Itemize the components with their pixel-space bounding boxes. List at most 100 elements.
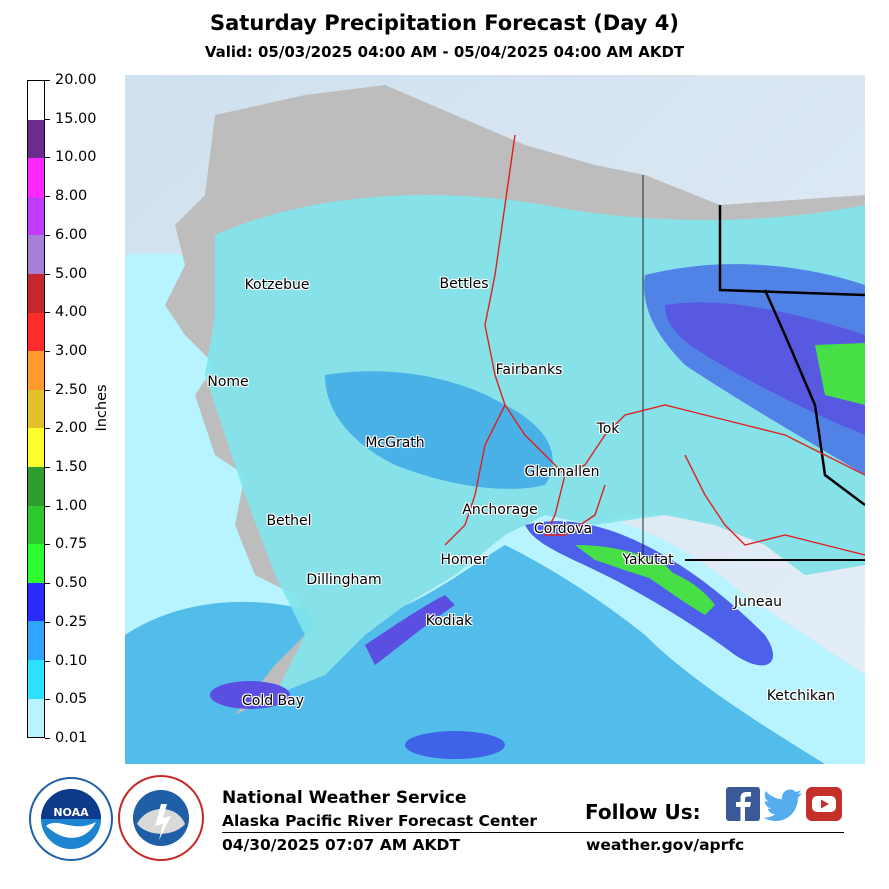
legend-swatch: [28, 235, 44, 274]
legend-tick-label: 2.50: [55, 381, 88, 398]
legend-tick-label: 0.50: [55, 575, 88, 592]
legend-swatch: [28, 582, 44, 622]
legend-swatch: [28, 119, 44, 159]
canada-border: [718, 205, 865, 297]
legend-swatch: [28, 312, 44, 352]
legend-tick-label: 5.00: [55, 265, 88, 282]
precip-gulf-heavy: [405, 731, 505, 759]
legend-tick-mark: [45, 699, 50, 701]
city-label: Cordova: [533, 521, 593, 537]
precip-yukon-green: [815, 343, 865, 405]
legend-swatch: [28, 389, 44, 429]
noaa-logo: NOAA: [29, 777, 113, 861]
legend-tick-mark: [45, 273, 50, 275]
twitter-icon[interactable]: [764, 787, 804, 821]
legend-tick-mark: [45, 467, 50, 469]
precip-yakutat-green: [645, 565, 715, 615]
legend-tick-label: 1.00: [55, 497, 88, 514]
legend-swatch: [28, 158, 44, 197]
legend-tick-mark: [45, 196, 50, 198]
city-label: Homer: [440, 552, 488, 568]
city-label: Tok: [596, 421, 620, 437]
city-label: Yakutat: [622, 552, 674, 568]
legend-tick-label: 0.10: [55, 652, 88, 669]
legend-tick-label: 15.00: [55, 110, 97, 127]
map-title: Saturday Precipitation Forecast (Day 4): [210, 11, 679, 35]
legend-tick-label: 0.25: [55, 613, 88, 630]
city-label: Juneau: [734, 594, 782, 610]
yukon-bc-border: [763, 289, 865, 506]
legend-swatch: [28, 698, 44, 738]
city-label: Bethel: [266, 513, 312, 529]
legend-tick-mark: [45, 350, 50, 352]
legend-tick-label: 10.00: [55, 149, 97, 166]
legend-tick-mark: [45, 738, 50, 739]
legend-tick-mark: [45, 660, 50, 662]
city-label: McGrath: [365, 435, 425, 451]
agency-name: National Weather Service: [222, 788, 467, 808]
highway-south: [444, 404, 506, 546]
precip-interior-blue: [325, 371, 553, 489]
legend-tick-mark: [45, 428, 50, 430]
legend-swatch: [28, 505, 44, 545]
precip-coldbay-blue: [210, 681, 290, 709]
legend-tick-mark: [45, 234, 50, 236]
legend-swatch: [28, 273, 44, 313]
precip-coast-heavy: [525, 521, 774, 666]
legend-tick-mark: [45, 544, 50, 546]
website-link[interactable]: weather.gov/aprfc: [586, 836, 745, 854]
legend-swatch: [28, 196, 44, 236]
city-label: Bettles: [439, 276, 489, 292]
legend-swatch: [28, 351, 44, 390]
legend-tick-label: 1.50: [55, 459, 88, 476]
alaska-precip-map: [125, 75, 865, 764]
legend-swatch: [28, 466, 44, 506]
youtube-icon[interactable]: [806, 787, 842, 821]
facebook-icon[interactable]: [726, 787, 760, 821]
legend-tick-label: 6.00: [55, 226, 88, 243]
city-label: Kotzebue: [244, 277, 310, 293]
legend-swatch: [28, 621, 44, 660]
legend-tick-label: 0.75: [55, 536, 88, 553]
precip-peninsula-blue: [365, 595, 455, 665]
footer-divider: [222, 832, 844, 833]
legend-tick-mark: [45, 118, 50, 120]
city-label: Anchorage: [462, 502, 538, 518]
follow-label: Follow Us:: [585, 800, 701, 824]
legend-tick-label: 20.00: [55, 72, 97, 88]
legend-tick-mark: [45, 157, 50, 159]
legend-unit-label: Inches: [94, 384, 110, 432]
legend-tick-mark: [45, 505, 50, 507]
city-label: Ketchikan: [766, 688, 836, 704]
nws-seal: [118, 775, 204, 861]
city-label: Cold Bay: [241, 693, 305, 709]
city-label: Nome: [207, 374, 249, 390]
valid-period: Valid: 05/03/2025 04:00 AM - 05/04/2025 …: [204, 43, 685, 61]
legend-tick-label: 0.01: [55, 730, 88, 746]
legend-tick-mark: [45, 80, 50, 81]
legend-swatch: [28, 544, 44, 583]
legend-tick-mark: [45, 389, 50, 391]
city-label: Glennallen: [524, 464, 600, 480]
issued-time: 04/30/2025 07:07 AM AKDT: [222, 836, 460, 854]
highway-yukon: [684, 454, 865, 556]
highway-network: [484, 134, 865, 476]
legend-tick-mark: [45, 621, 50, 623]
legend-tick-label: 3.00: [55, 342, 88, 359]
legend-tick-mark: [45, 312, 50, 314]
legend-tick-label: 4.00: [55, 304, 88, 321]
precip-gulf-blue: [125, 545, 825, 764]
city-label: Fairbanks: [495, 362, 563, 378]
city-label: Dillingham: [306, 572, 382, 588]
legend-tick-label: 2.00: [55, 420, 88, 437]
highway-glenn: [543, 474, 606, 536]
legend-tick-label: 0.05: [55, 691, 88, 708]
svg-text:NOAA: NOAA: [53, 806, 89, 819]
legend-swatch: [28, 428, 44, 467]
legend-tick-mark: [45, 583, 50, 585]
legend-tick-label: 8.00: [55, 188, 88, 205]
center-name: Alaska Pacific River Forecast Center: [222, 812, 537, 830]
city-label: Kodiak: [425, 613, 473, 629]
precip-legend-colorbar: [27, 80, 45, 738]
legend-swatch: [28, 81, 44, 120]
